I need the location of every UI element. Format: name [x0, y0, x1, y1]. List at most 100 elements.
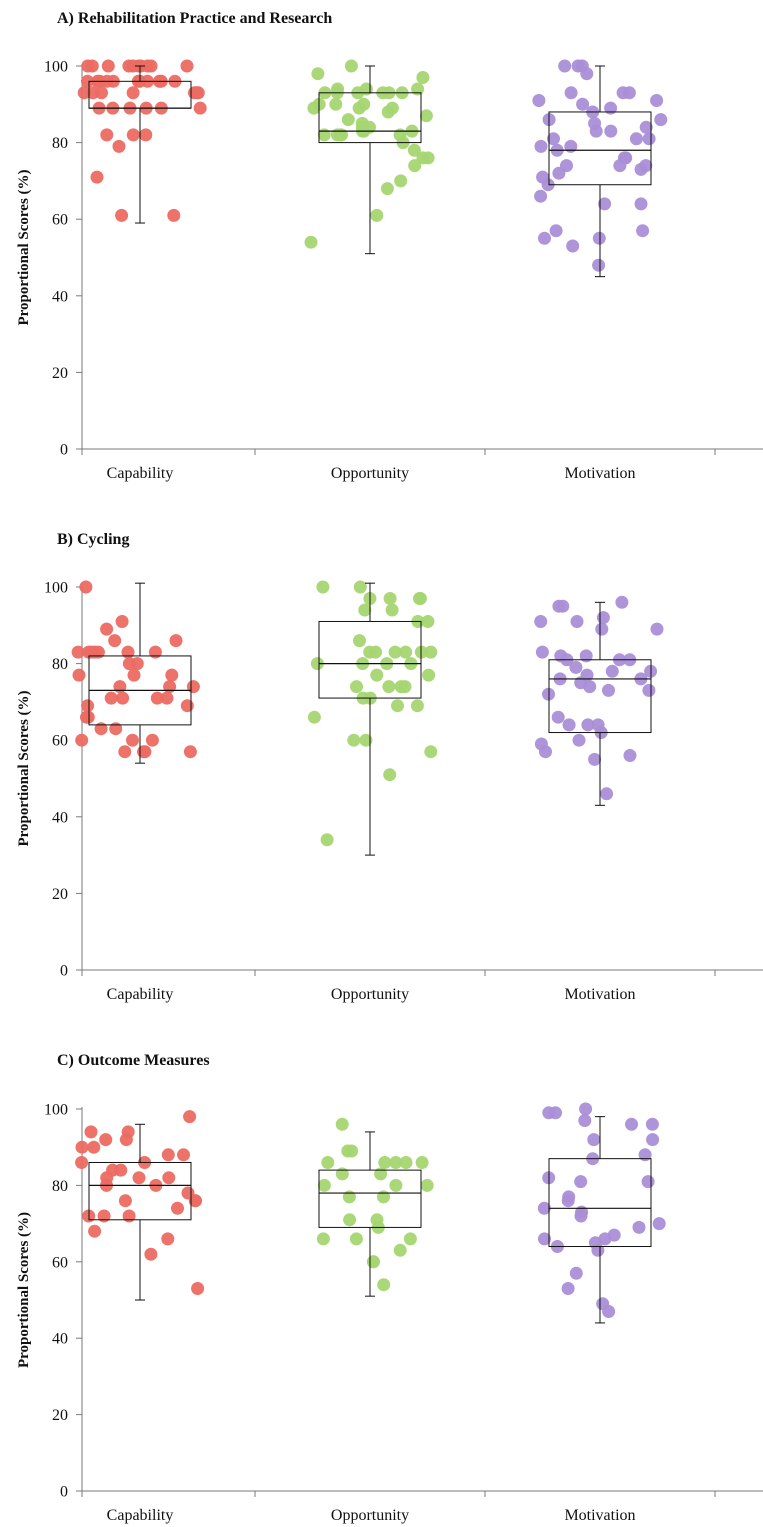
data-point: [343, 1213, 357, 1227]
data-point: [589, 124, 603, 138]
data-point: [624, 1117, 638, 1131]
data-point: [424, 745, 438, 759]
data-point: [569, 660, 583, 674]
data-point: [317, 128, 331, 142]
data-point: [634, 162, 648, 176]
x-tick-label: Motivation: [564, 465, 635, 482]
data-point: [186, 680, 200, 694]
data-point: [162, 1171, 176, 1185]
y-tick-label: 40: [52, 809, 68, 826]
data-point: [320, 833, 334, 847]
data-point: [148, 645, 162, 659]
data-point: [115, 614, 129, 628]
data-point: [119, 1133, 133, 1147]
data-point: [108, 634, 122, 648]
data-point: [150, 691, 164, 705]
data-point: [139, 128, 153, 142]
data-point: [399, 645, 413, 659]
data-point: [578, 1114, 592, 1128]
data-point: [604, 101, 618, 115]
data-point: [335, 1167, 349, 1181]
data-point: [122, 657, 136, 671]
box: [318, 92, 422, 144]
data-point: [307, 101, 321, 115]
data-point: [75, 1140, 89, 1154]
data-point: [122, 1209, 136, 1223]
y-tick-label: 60: [52, 1254, 68, 1271]
data-point: [641, 1175, 655, 1189]
data-point: [632, 1220, 646, 1234]
data-point: [596, 611, 610, 625]
data-point: [190, 86, 204, 100]
data-point: [85, 645, 99, 659]
data-point: [420, 1178, 434, 1192]
data-point: [349, 680, 363, 694]
data-point: [613, 159, 627, 173]
y-tick-label: 0: [60, 442, 68, 459]
y-tick-label: 20: [52, 886, 68, 903]
data-point: [574, 1209, 588, 1223]
data-point: [341, 113, 355, 127]
data-point: [411, 82, 425, 96]
data-point: [642, 132, 656, 146]
data-point: [84, 1125, 98, 1139]
data-point: [316, 580, 330, 594]
data-point: [307, 710, 321, 724]
chart-panel: C) Outcome Measures Proportional Scores (…: [16, 1052, 763, 1524]
data-point: [137, 745, 151, 759]
data-point: [592, 231, 606, 245]
data-point: [592, 258, 606, 272]
data-point: [587, 1133, 601, 1147]
box: [318, 1169, 422, 1228]
data-point: [177, 1148, 191, 1162]
data-point: [591, 1243, 605, 1257]
data-point: [622, 86, 636, 100]
data-point: [75, 733, 89, 747]
data-point: [570, 614, 584, 628]
data-point: [595, 622, 609, 636]
data-point: [334, 128, 348, 142]
data-point: [390, 699, 404, 713]
data-point: [191, 1282, 205, 1296]
data-point: [581, 718, 595, 732]
x-tick-label: Capability: [107, 465, 174, 482]
data-point: [145, 733, 159, 747]
data-point: [548, 1106, 562, 1120]
data-point: [537, 231, 551, 245]
data-point: [349, 1232, 363, 1246]
data-point: [118, 1194, 132, 1208]
y-tick-label: 60: [52, 733, 68, 750]
y-axis-label: Proportional Scores (%): [16, 690, 32, 846]
data-point: [562, 718, 576, 732]
data-point: [419, 109, 433, 123]
box: [318, 620, 422, 699]
data-point: [81, 59, 95, 73]
data-point: [410, 699, 424, 713]
data-point: [383, 768, 397, 782]
data-point: [407, 143, 421, 157]
data-point: [403, 1232, 417, 1246]
data-point: [369, 645, 383, 659]
data-point: [601, 683, 615, 697]
data-point: [81, 699, 95, 713]
data-point: [352, 634, 366, 648]
chart-panel: B) Cycling Proportional Scores (%) 0 20 40 60…: [16, 531, 763, 1003]
data-point: [304, 235, 318, 249]
data-point: [579, 649, 593, 663]
data-point: [566, 239, 580, 253]
box: [88, 1161, 192, 1221]
data-point: [94, 722, 108, 736]
x-tick-label: Motivation: [564, 986, 635, 1003]
data-point: [366, 1255, 380, 1269]
data-point: [383, 591, 397, 605]
data-point: [389, 1178, 403, 1192]
data-point: [549, 224, 563, 238]
data-point: [99, 1133, 113, 1147]
y-tick-label: 20: [52, 365, 68, 382]
y-tick-label: 40: [52, 288, 68, 305]
panel-title: C) Outcome Measures: [57, 1052, 210, 1069]
y-tick-label: 100: [44, 580, 68, 597]
data-point: [374, 1167, 388, 1181]
y-tick-label: 80: [52, 135, 68, 152]
